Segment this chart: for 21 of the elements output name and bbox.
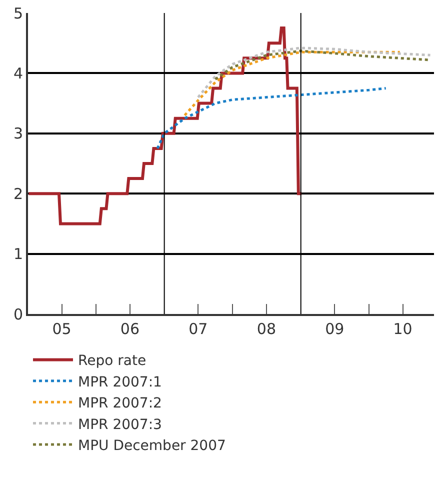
line-series [183, 50, 402, 117]
x-tick-label: 10 [393, 320, 412, 338]
legend-label: Repo rate [78, 353, 146, 370]
line-series [196, 46, 432, 99]
legend-label: MPR 2007:3 [78, 416, 162, 433]
y-tick-label: 4 [13, 64, 23, 82]
x-tick-label: 07 [188, 320, 208, 338]
y-tick-label: 1 [13, 245, 23, 264]
line-series [156, 87, 388, 150]
y-tick-label: 5 [13, 4, 23, 22]
x-tick-label: 05 [52, 320, 72, 338]
x-tick-label: 09 [325, 320, 344, 338]
y-tick-label: 0 [13, 305, 23, 324]
y-tick-label: 2 [13, 184, 23, 203]
x-tick-label: 08 [256, 320, 276, 338]
y-tick-label: 3 [13, 124, 23, 143]
legend-label: MPR 2007:2 [78, 396, 162, 412]
legend-label: MPR 2007:1 [78, 374, 162, 390]
legend-label: MPU December 2007 [78, 438, 226, 454]
x-tick-label: 06 [120, 320, 140, 338]
line-series [28, 26, 304, 226]
